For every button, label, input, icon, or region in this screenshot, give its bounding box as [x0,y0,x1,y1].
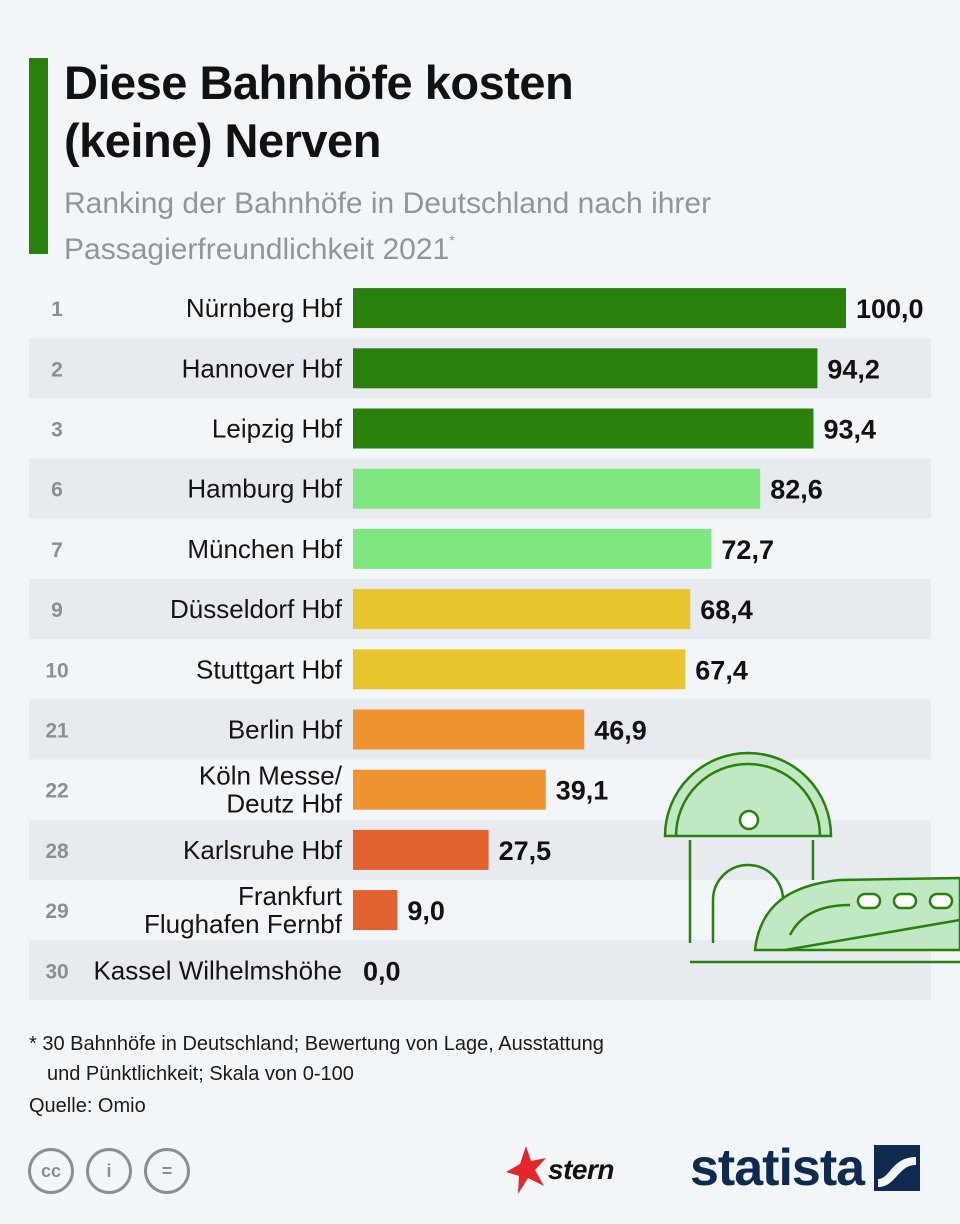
rank-label: 1 [51,298,63,321]
bar-row: 9 Düsseldorf Hbf 68,4 [29,579,931,640]
footnote-line-2: und Pünktlichkeit; Skala von 0-100 [47,1063,354,1085]
value-label: 82,6 [770,475,823,505]
bar [353,468,761,509]
rank-label: 21 [45,720,69,743]
value-label: 0,0 [363,956,401,986]
category-label: Köln Messe/ [199,761,343,791]
bar [353,709,585,750]
stern-wordmark: stern [548,1154,614,1185]
bar [353,769,546,810]
value-label: 72,7 [721,535,774,565]
rank-label: 29 [45,900,68,923]
category-label: Stuttgart Hbf [196,654,343,684]
page-subtitle: Ranking der Bahnhöfe in Deutschland nach… [64,186,924,268]
bar-row: 10 Stuttgart Hbf 67,4 [45,649,748,690]
page-title: Diese Bahnhöfe kosten (keine) Nerven [64,54,924,170]
rank-label: 28 [45,840,69,863]
bar-row: 1 Nürnberg Hbf 100,0 [51,288,924,329]
bar-row: 22 Köln Messe/Deutz Hbf 39,1 [45,761,608,819]
stern-logo[interactable]: stern [506,1146,614,1194]
bar [353,348,818,389]
title-line-1: Diese Bahnhöfe kosten [64,56,574,109]
category-label: Leipzig Hbf [212,414,343,444]
footnote: * 30 Bahnhöfe in Deutschland; Bewertung … [29,1029,729,1089]
subtitle-footnote-mark: * [449,232,455,248]
statista-mark-icon [874,1145,921,1191]
subtitle-line-2-text: Passagierfreundlichkeit 2021 [64,233,450,266]
value-label: 94,2 [827,354,880,384]
train-station-illustration [663,751,960,964]
category-label: Düsseldorf Hbf [170,594,343,624]
bar-row: 3 Leipzig Hbf 93,4 [51,408,876,449]
subtitle-line-1: Ranking der Bahnhöfe in Deutschland nach… [64,187,712,220]
license-icons: cc i = [28,1148,190,1194]
rank-label: 7 [51,539,63,562]
bar-row: 2 Hannover Hbf 94,2 [29,338,931,399]
value-label: 39,1 [556,776,609,806]
stern-star-icon [506,1146,546,1194]
bar-row: 21 Berlin Hbf 46,9 [29,699,931,760]
rank-label: 2 [51,358,63,381]
bar-row: 7 München Hbf 72,7 [51,528,774,569]
bar-chart: 1 Nürnberg Hbf 100,02 Hannover Hbf 94,23 Leip… [29,288,960,1001]
statista-logo[interactable]: statista [690,1138,921,1198]
creative-commons-icon[interactable]: cc [28,1148,74,1194]
value-label: 27,5 [499,836,552,866]
bar [353,589,691,630]
category-label: Flughafen Fernbf [144,909,343,939]
title-accent-bar [29,58,48,254]
bar [353,288,846,329]
rank-label: 3 [51,419,63,442]
title-line-2: (keine) Nerven [64,114,381,167]
category-label: Karlsruhe Hbf [183,835,343,865]
footnote-line-1: * 30 Bahnhöfe in Deutschland; Bewertung … [29,1033,604,1055]
rank-label: 22 [45,780,68,803]
source-note: Quelle: Omio [29,1095,146,1117]
category-label: Deutz Hbf [226,789,342,819]
value-label: 93,4 [823,415,876,445]
no-derivatives-icon[interactable]: = [144,1148,190,1194]
value-label: 46,9 [594,716,647,746]
bar-row: 6 Hamburg Hbf 82,6 [29,458,931,519]
bar-row: 28 Karlsruhe Hbf 27,5 [29,819,931,880]
category-label: Berlin Hbf [228,715,343,745]
statista-wordmark: statista [690,1139,865,1197]
category-label: Nürnberg Hbf [186,293,343,323]
bar [353,528,712,569]
category-label: Hamburg Hbf [187,474,342,504]
rank-label: 30 [45,960,68,983]
value-label: 67,4 [695,655,748,685]
rank-label: 6 [51,479,63,502]
value-label: 100,0 [856,294,924,324]
category-label: München Hbf [187,534,342,564]
value-label: 68,4 [700,595,753,625]
subtitle-line-2: Passagierfreundlichkeit 2021* [64,222,924,268]
rank-label: 9 [51,599,63,622]
category-label: Frankfurt [238,881,343,911]
category-label: Kassel Wilhelmshöhe [93,955,342,985]
bar [353,829,489,870]
bar [353,890,398,931]
bar [353,408,814,449]
category-label: Hannover Hbf [182,353,343,383]
value-label: 9,0 [407,896,445,926]
bar [353,649,686,690]
rank-label: 10 [45,659,68,682]
attribution-icon[interactable]: i [86,1148,132,1194]
